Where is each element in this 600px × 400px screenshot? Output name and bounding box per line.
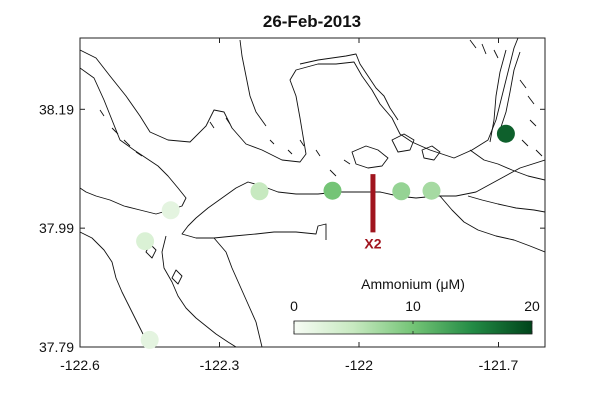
y-tick-label: 38.19 [39,101,74,117]
station-point [250,182,269,201]
station-point [496,124,515,143]
station-point [422,181,441,200]
x-tick-label: -121.7 [479,357,519,373]
x-axis: -122.6 -122.3 -122 -121.7 [60,38,519,373]
y-tick-label: 37.79 [39,339,74,355]
station-point [323,181,342,200]
y-tick-label: 37.99 [39,220,74,236]
stations-layer [136,124,515,349]
station-point [140,330,159,349]
colorbar: Ammonium (μM) 0 10 20 [290,276,540,335]
y-axis: 37.79 37.99 38.19 [39,101,545,355]
x-tick-label: -122.6 [60,357,100,373]
x2-layer: X2 [364,174,382,251]
colorbar-tick-label: 10 [405,298,421,314]
colorbar-label: Ammonium (μM) [361,276,465,292]
colorbar-tick-label: 20 [524,298,540,314]
x2-label: X2 [364,235,381,251]
colorbar-ticks: 0 10 20 [290,298,540,334]
x-tick-label: -122 [345,357,373,373]
station-point [161,201,180,220]
x-tick-label: -122.3 [200,357,240,373]
station-point [136,232,155,251]
station-point [392,182,411,201]
chart-title: 26-Feb-2013 [263,12,361,31]
plot-area [79,37,546,348]
colorbar-tick-label: 0 [290,298,298,314]
